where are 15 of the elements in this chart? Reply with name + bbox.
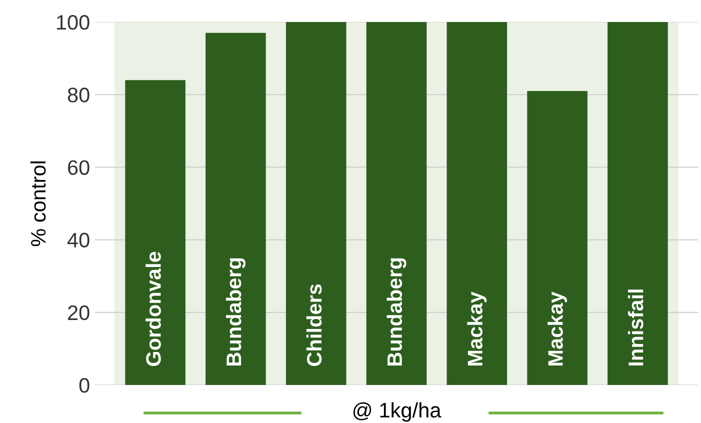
x-tick-label: Bundaberg	[386, 258, 406, 366]
y-tick-label: 40	[67, 232, 90, 248]
y-tick-label: 80	[68, 88, 90, 102]
y-tick-label: 0	[79, 378, 90, 393]
y-tick-label: 100	[56, 15, 90, 30]
x-axis-title: @ 1kg/ha	[353, 402, 442, 422]
x-tick-label: Bundaberg	[226, 258, 246, 366]
y-tick-label: 60	[68, 160, 90, 175]
y-axis-title: % control	[30, 161, 46, 246]
x-tick-label: Childers	[306, 284, 322, 366]
x-tick-label: Mackay	[548, 292, 568, 366]
x-tick-label: Gordonvale	[146, 252, 161, 366]
x-tick-label: Mackay	[467, 292, 487, 366]
y-tick-label: 20	[68, 305, 90, 320]
x-tick-label: Innisfail	[628, 290, 644, 366]
